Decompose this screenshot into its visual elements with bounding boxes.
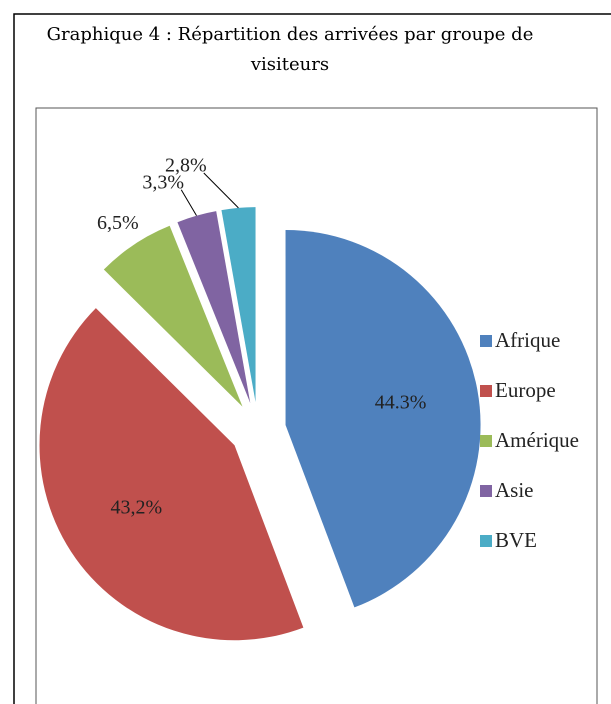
outer-frame bbox=[13, 13, 611, 704]
legend-label: Asie bbox=[495, 478, 534, 502]
legend-label: Europe bbox=[495, 378, 556, 402]
pie-slice bbox=[177, 211, 251, 404]
pie-slice bbox=[39, 308, 304, 641]
data-label: 3,3% bbox=[142, 171, 184, 193]
legend-swatch bbox=[480, 335, 492, 347]
legend-label: BVE bbox=[495, 528, 537, 552]
chart-frame bbox=[35, 107, 598, 704]
leader-line bbox=[203, 172, 239, 209]
data-label: 2,8% bbox=[165, 155, 207, 177]
legend-label: Afrique bbox=[495, 328, 560, 352]
legend-swatch bbox=[480, 535, 492, 547]
pie-slice bbox=[103, 225, 243, 407]
leader-line bbox=[180, 189, 197, 216]
legend-swatch bbox=[480, 485, 492, 497]
legend-label: Amérique bbox=[495, 428, 579, 452]
legend-swatch bbox=[480, 385, 492, 397]
data-label: 44.3% bbox=[375, 392, 427, 414]
pie-slice bbox=[221, 207, 256, 403]
pie-slice bbox=[285, 229, 481, 608]
chart-title: Graphique 4 : Répartition des arrivées p… bbox=[46, 24, 534, 75]
legend-swatch bbox=[480, 435, 492, 447]
data-label: 43,2% bbox=[111, 497, 163, 519]
data-label: 6,5% bbox=[97, 212, 139, 234]
